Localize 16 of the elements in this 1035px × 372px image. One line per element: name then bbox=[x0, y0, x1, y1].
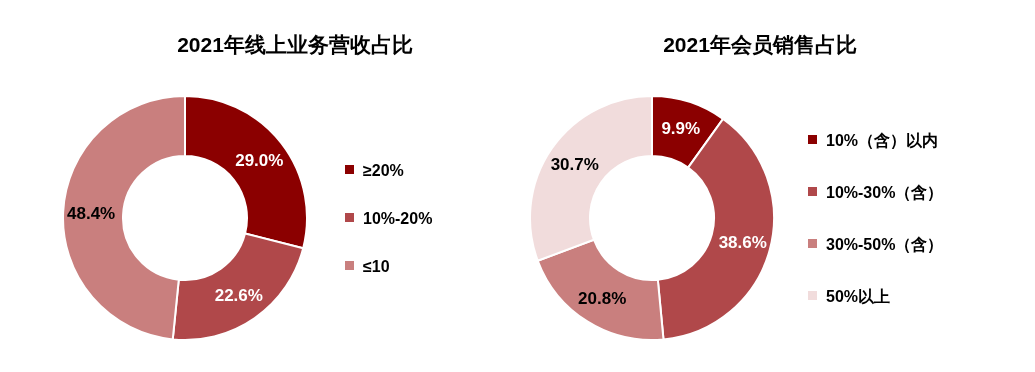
data-label: 30.7% bbox=[550, 155, 599, 175]
data-label: 48.4% bbox=[67, 204, 116, 224]
legend-label: 30%-50%（含） bbox=[826, 235, 944, 254]
legend-label: 10%-20% bbox=[363, 209, 433, 227]
legend-label: ≤10 bbox=[363, 257, 390, 275]
data-label: 22.6% bbox=[214, 286, 263, 306]
data-label: 20.8% bbox=[578, 288, 627, 308]
legend-label: 50%以上 bbox=[826, 287, 891, 305]
data-label: 29.0% bbox=[235, 151, 284, 171]
chart-title: 2021年会员销售占比 bbox=[663, 33, 857, 56]
chart-title: 2021年线上业务营收占比 bbox=[177, 33, 413, 56]
legend-label: 10%（含）以内 bbox=[826, 131, 939, 150]
legend-label: 10%-30%（含） bbox=[826, 183, 944, 202]
data-label: 38.6% bbox=[718, 233, 767, 253]
data-label: 9.9% bbox=[661, 119, 701, 139]
legend-label: ≥20% bbox=[363, 161, 404, 179]
